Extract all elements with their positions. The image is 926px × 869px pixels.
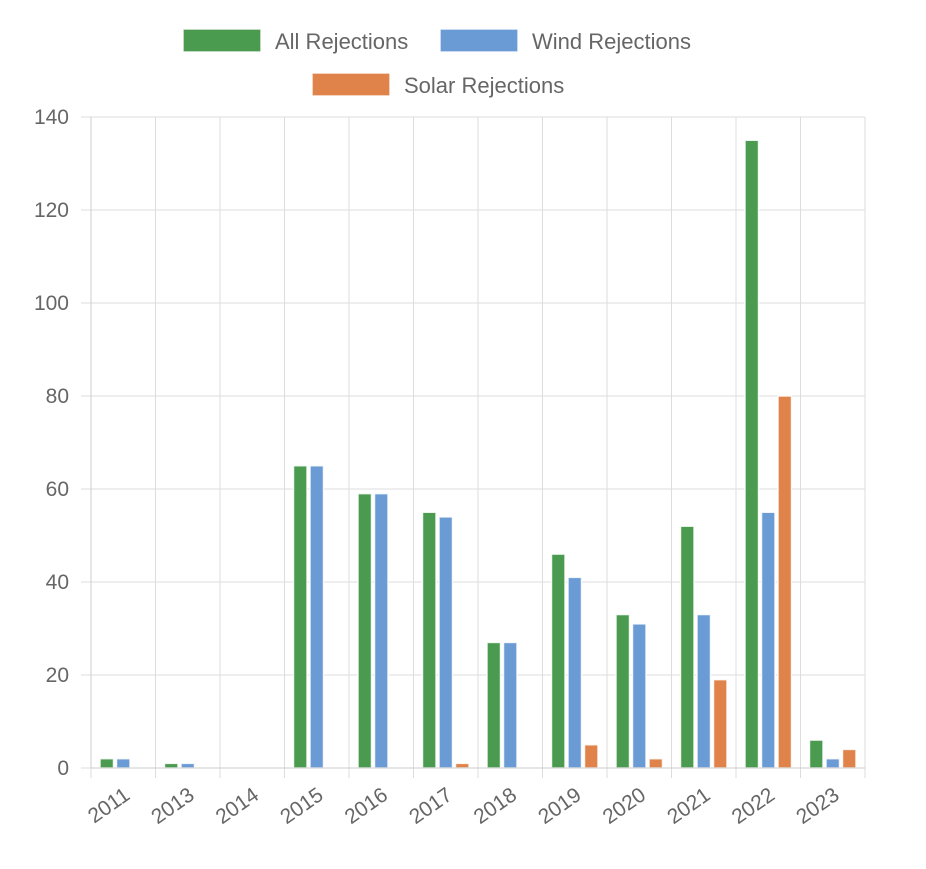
bar-wind-rejections-2018[interactable] — [502, 641, 518, 769]
bar-all-rejections-2018[interactable] — [486, 641, 502, 769]
y-tick-label: 40 — [46, 571, 69, 594]
x-tick-label: 2022 — [728, 783, 779, 829]
bar-wind-rejections-2021[interactable] — [696, 613, 712, 769]
bar-all-rejections-2019[interactable] — [550, 553, 566, 769]
x-tick-label: 2023 — [792, 783, 843, 829]
bar-all-rejections-2015[interactable] — [292, 465, 308, 769]
x-tick-label: 2011 — [84, 783, 134, 828]
x-tick-label: 2013 — [147, 783, 198, 829]
x-tick-label: 2020 — [599, 783, 650, 829]
bar-solar-rejections-2017[interactable] — [454, 762, 470, 769]
x-tick-label: 2021 — [663, 783, 714, 829]
legend-item-wind-rejections[interactable]: Wind Rejections — [439, 28, 691, 54]
legend-item-solar-rejections[interactable]: Solar Rejections — [311, 72, 564, 98]
bar-wind-rejections-2020[interactable] — [631, 623, 647, 769]
bar-all-rejections-2020[interactable] — [615, 613, 631, 769]
bar-all-rejections-2017[interactable] — [421, 511, 437, 769]
bar-wind-rejections-2017[interactable] — [438, 516, 454, 769]
x-tick-label: 2015 — [276, 783, 327, 829]
legend[interactable]: All Rejections Wind Rejections Solar Rejec… — [182, 28, 691, 98]
bar-wind-rejections-2019[interactable] — [567, 576, 583, 769]
y-tick-label: 120 — [34, 199, 69, 222]
x-tick-label: 2017 — [405, 783, 456, 829]
x-tick-label: 2014 — [212, 783, 264, 829]
legend-label: Solar Rejections — [404, 73, 564, 98]
bar-all-rejections-2011[interactable] — [99, 757, 115, 769]
bar-wind-rejections-2022[interactable] — [760, 511, 776, 769]
legend-label: Wind Rejections — [532, 29, 691, 54]
y-tick-label: 100 — [34, 292, 69, 315]
legend-swatch — [439, 28, 519, 53]
y-tick-label: 0 — [57, 757, 69, 780]
y-tick-label: 140 — [34, 106, 69, 129]
bar-wind-rejections-2023[interactable] — [825, 757, 841, 769]
y-tick-label: 60 — [46, 478, 69, 501]
x-tick-label: 2016 — [341, 783, 392, 829]
bar-all-rejections-2013[interactable] — [163, 762, 179, 769]
x-tick-label: 2019 — [534, 783, 585, 829]
bar-all-rejections-2022[interactable] — [744, 139, 760, 769]
x-tick-label: 2018 — [470, 783, 521, 829]
legend-swatch — [311, 72, 391, 97]
bar-solar-rejections-2023[interactable] — [841, 748, 857, 769]
bar-solar-rejections-2022[interactable] — [777, 395, 793, 769]
bar-solar-rejections-2019[interactable] — [583, 744, 599, 769]
bar-solar-rejections-2020[interactable] — [648, 757, 664, 769]
bars-group — [99, 139, 857, 769]
bar-all-rejections-2023[interactable] — [808, 739, 824, 769]
y-tick-label: 20 — [46, 664, 69, 687]
bar-all-rejections-2016[interactable] — [357, 492, 373, 769]
bar-wind-rejections-2013[interactable] — [180, 762, 196, 769]
grid-lines — [81, 116, 866, 778]
bar-all-rejections-2021[interactable] — [679, 525, 695, 769]
legend-swatch — [182, 28, 262, 53]
bar-wind-rejections-2015[interactable] — [309, 465, 325, 769]
y-tick-label: 80 — [46, 385, 69, 408]
bar-solar-rejections-2021[interactable] — [712, 678, 728, 769]
bar-wind-rejections-2011[interactable] — [115, 757, 131, 769]
legend-label: All Rejections — [275, 29, 408, 54]
bar-wind-rejections-2016[interactable] — [373, 492, 389, 769]
legend-item-all-rejections[interactable]: All Rejections — [182, 28, 408, 54]
